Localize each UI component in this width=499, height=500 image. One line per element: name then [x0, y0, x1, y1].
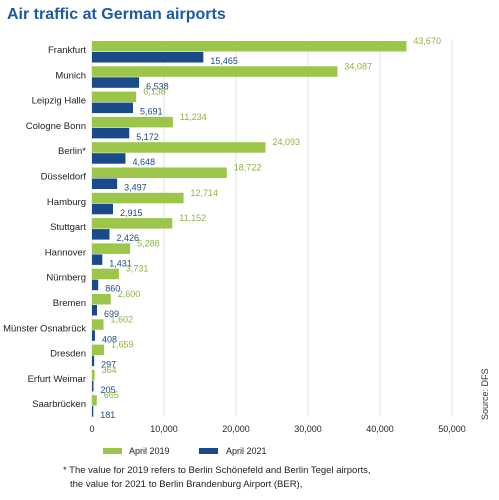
legend-label-april-2019: April 2019 [129, 446, 170, 456]
data-label-april-2019: 6,138 [143, 87, 166, 97]
category-label: Hamburg [47, 197, 86, 208]
data-label-april-2021: 181 [100, 410, 115, 420]
bar-april-2021 [92, 203, 113, 215]
source-label: Source: DFS [480, 368, 490, 420]
category-label: Stuttgart [50, 222, 86, 233]
category-label: Düsseldorf [41, 172, 87, 183]
bar-april-2021 [92, 330, 95, 341]
data-label-april-2019: 43,670 [413, 36, 441, 46]
category-label: Leipzig Halle [32, 96, 86, 107]
footnote-line-2: the value for 2021 to Berlin Brandenburg… [70, 479, 303, 490]
data-label-april-2019: 5,288 [137, 238, 160, 248]
x-tick-label: 20,000 [222, 424, 250, 434]
data-label-april-2019: 11,234 [180, 112, 207, 122]
bar-april-2021 [92, 229, 110, 240]
bar-april-2021 [92, 279, 99, 291]
legend: April 2019 April 2021 [103, 446, 267, 456]
bar-april-2021 [92, 355, 95, 367]
bar-april-2019 [92, 268, 119, 280]
bar-april-2019 [92, 66, 338, 77]
x-tick-label: 50,000 [438, 424, 466, 434]
x-tick-label: 40,000 [366, 424, 394, 434]
legend-label-april-2021: April 2021 [226, 446, 267, 456]
bar-april-2019 [92, 91, 137, 103]
data-label-april-2019: 12,714 [191, 188, 219, 198]
footnote-line-1: * The value for 2019 refers to Berlin Sc… [63, 465, 371, 476]
data-label-april-2021: 2,915 [120, 208, 143, 218]
bar-april-2021 [92, 305, 98, 316]
x-tick-label: 10,000 [150, 424, 178, 434]
data-label-april-2021: 1,431 [109, 258, 132, 268]
category-label: Frankfurt [48, 45, 86, 56]
bar-april-2019 [92, 116, 173, 128]
data-label-april-2021: 297 [101, 360, 116, 370]
category-label: Münster Osnabrück [3, 323, 86, 334]
category-label: Erfurt Weimar [28, 374, 86, 385]
data-label-april-2021: 15,465 [210, 56, 238, 66]
data-label-april-2021: 5,691 [140, 107, 163, 117]
category-label: Hannover [45, 247, 86, 258]
bar-april-2021 [92, 102, 133, 114]
chart-title: Air traffic at German airports [7, 6, 226, 23]
data-label-april-2021: 6,538 [146, 81, 169, 91]
bar-april-2019 [92, 192, 184, 204]
bar-april-2019 [92, 344, 104, 356]
data-label-april-2021: 699 [104, 309, 119, 319]
bar-april-2019 [92, 369, 95, 381]
bar-april-2019 [92, 294, 111, 305]
bar-april-2021 [92, 178, 118, 189]
bars [92, 41, 407, 417]
x-tick-label: 30,000 [294, 424, 322, 434]
bar-april-2019 [92, 243, 131, 254]
category-label: Munich [55, 70, 86, 81]
bar-april-2019 [92, 142, 266, 153]
category-label: Dresden [50, 349, 86, 360]
data-label-april-2021: 2,426 [116, 233, 139, 243]
legend-swatch-april-2019 [103, 448, 122, 454]
bar-april-2021 [92, 153, 126, 164]
data-label-april-2021: 4,648 [132, 157, 155, 167]
category-label: Saarbrücken [32, 399, 86, 410]
bar-april-2021 [92, 52, 204, 63]
data-label-april-2019: 665 [104, 390, 119, 400]
bar-april-2021 [92, 380, 94, 392]
data-label-april-2019: 11,152 [179, 213, 206, 223]
data-label-april-2019: 2,600 [118, 289, 141, 299]
bar-april-2019 [92, 319, 104, 330]
data-label-april-2021: 860 [105, 284, 120, 294]
x-tick-label: 0 [89, 424, 94, 434]
bar-april-2019 [92, 41, 407, 52]
data-label-april-2019: 34,087 [344, 61, 372, 71]
bar-april-2021 [92, 77, 140, 88]
bar-april-2021 [92, 406, 94, 417]
labels: 0 10,000 20,000 30,000 40,000 50,000 Frankfurt… [3, 36, 490, 434]
data-label-april-2019: 1,659 [111, 340, 134, 350]
category-label: Nürnberg [46, 273, 86, 284]
bar-april-2021 [92, 127, 130, 139]
data-label-april-2021: 205 [100, 385, 115, 395]
bar-april-2019 [92, 218, 173, 229]
data-label-april-2021: 3,497 [124, 183, 147, 193]
category-label: Berlin* [58, 146, 86, 157]
category-label: Cologne Bonn [26, 121, 86, 132]
data-label-april-2019: 364 [102, 365, 117, 375]
data-label-april-2019: 18,722 [234, 163, 262, 173]
legend-swatch-april-2021 [199, 448, 218, 454]
category-label: Bremen [53, 298, 86, 309]
bar-april-2019 [92, 167, 227, 178]
data-label-april-2021: 408 [102, 334, 117, 344]
bar-april-2019 [92, 395, 97, 406]
data-label-april-2019: 1,602 [111, 314, 134, 324]
data-label-april-2019: 24,093 [272, 137, 300, 147]
data-label-april-2019: 3,731 [126, 264, 149, 274]
bar-april-2021 [92, 254, 103, 265]
data-label-april-2021: 5,172 [136, 132, 159, 142]
